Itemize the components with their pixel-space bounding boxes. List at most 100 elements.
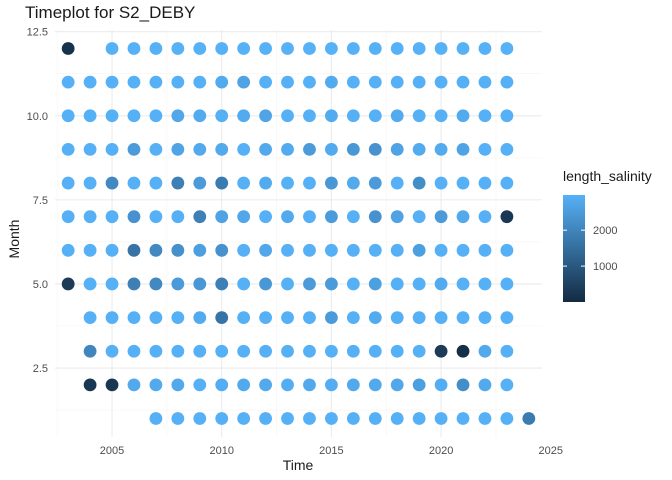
data-point	[127, 277, 141, 291]
data-point	[171, 109, 185, 123]
data-point	[478, 42, 492, 55]
data-point	[193, 210, 207, 224]
data-point	[500, 311, 514, 324]
data-point	[368, 210, 382, 224]
data-point	[390, 210, 404, 224]
legend-title: length_salinity	[563, 168, 652, 184]
data-point	[368, 243, 382, 257]
data-point	[215, 143, 229, 156]
data-point	[522, 412, 536, 425]
y-axis-ticks: 2.5 5.0 7.5 10.0 12.5	[27, 27, 48, 375]
data-point	[456, 42, 470, 55]
data-point	[127, 143, 141, 156]
data-point	[390, 344, 404, 358]
data-point	[281, 378, 294, 392]
data-point	[259, 210, 272, 224]
data-point	[259, 109, 272, 123]
legend-tick-label: 2000	[593, 225, 617, 237]
data-point	[368, 277, 382, 291]
data-point	[259, 42, 272, 55]
data-point	[456, 210, 470, 224]
data-point	[259, 143, 272, 156]
chart-title: Timeplot for S2_DEBY	[25, 3, 195, 22]
data-point	[303, 311, 316, 324]
data-point	[500, 344, 514, 358]
data-point	[149, 378, 163, 392]
data-point	[105, 75, 119, 89]
data-point	[171, 311, 185, 324]
data-point	[456, 311, 470, 324]
data-point	[83, 277, 97, 291]
data-point	[412, 344, 426, 358]
data-point	[500, 378, 514, 392]
data-point	[412, 42, 426, 55]
data-point	[237, 109, 251, 123]
data-point	[434, 344, 448, 358]
data-point	[127, 176, 141, 190]
y-tick-label: 7.5	[33, 195, 48, 207]
data-point	[456, 109, 470, 123]
data-point	[171, 176, 185, 190]
data-point	[325, 210, 338, 224]
data-point	[456, 143, 470, 156]
data-point	[193, 344, 207, 358]
data-point	[325, 412, 338, 425]
data-point	[478, 243, 492, 257]
data-point	[83, 109, 97, 123]
data-point	[215, 344, 229, 358]
data-point	[61, 210, 75, 224]
data-point	[237, 143, 251, 156]
data-point	[127, 243, 141, 257]
data-point	[346, 75, 360, 89]
data-point	[149, 412, 163, 425]
x-tick-label: 2015	[319, 445, 343, 457]
y-axis-label: Month	[6, 220, 22, 259]
data-point	[105, 344, 119, 358]
data-point	[193, 243, 207, 257]
data-point	[105, 109, 119, 123]
data-point	[105, 311, 119, 324]
data-point	[149, 311, 163, 324]
data-point	[500, 109, 514, 123]
data-point	[105, 210, 119, 224]
data-point	[237, 311, 251, 324]
data-point	[237, 378, 251, 392]
data-point	[193, 143, 207, 156]
data-point	[171, 378, 185, 392]
data-point	[325, 277, 338, 291]
data-point	[105, 243, 119, 257]
data-point	[434, 143, 448, 156]
data-point	[281, 243, 294, 257]
data-point	[149, 210, 163, 224]
data-points	[61, 42, 536, 425]
data-point	[303, 378, 316, 392]
data-point	[412, 210, 426, 224]
data-point	[346, 378, 360, 392]
data-point	[478, 344, 492, 358]
data-point	[149, 243, 163, 257]
data-point	[500, 277, 514, 291]
data-point	[171, 277, 185, 291]
data-point	[434, 378, 448, 392]
data-point	[368, 311, 382, 324]
data-point	[412, 109, 426, 123]
data-point	[303, 42, 316, 55]
data-point	[412, 412, 426, 425]
data-point	[325, 176, 338, 190]
data-point	[303, 176, 316, 190]
data-point	[390, 311, 404, 324]
data-point	[325, 75, 338, 89]
data-point	[149, 277, 163, 291]
data-point	[215, 210, 229, 224]
data-point	[412, 243, 426, 257]
data-point	[281, 176, 294, 190]
data-point	[325, 42, 338, 55]
data-point	[303, 75, 316, 89]
data-point	[500, 143, 514, 156]
data-point	[83, 243, 97, 257]
x-tick-label: 2025	[539, 445, 563, 457]
data-point	[215, 378, 229, 392]
data-point	[303, 210, 316, 224]
data-point	[281, 277, 294, 291]
